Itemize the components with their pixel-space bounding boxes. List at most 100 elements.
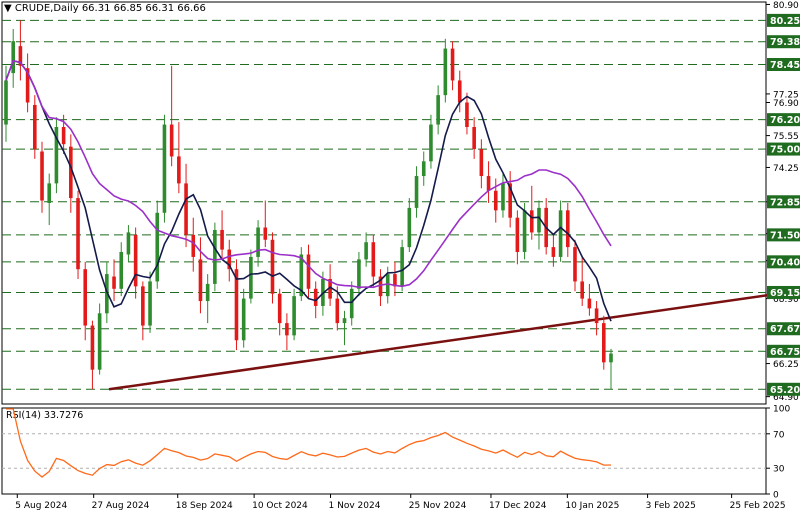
level-tag-label-0: 80.25 bbox=[770, 16, 800, 27]
candle-body bbox=[227, 249, 232, 270]
candle-body bbox=[421, 161, 426, 177]
candle-body bbox=[277, 293, 282, 324]
candle-24 bbox=[177, 122, 181, 194]
candle-body bbox=[213, 229, 217, 284]
x-tick-label-0: 5 Aug 2024 bbox=[15, 501, 67, 511]
candle-77 bbox=[558, 200, 563, 262]
candle-34 bbox=[249, 249, 253, 304]
candles-layer bbox=[4, 20, 613, 390]
candle-57 bbox=[414, 166, 419, 218]
candle-4 bbox=[33, 95, 37, 159]
candle-body bbox=[450, 48, 455, 81]
level-tag-label-11: 65.20 bbox=[770, 385, 800, 396]
candle-body bbox=[501, 183, 505, 211]
candle-body bbox=[407, 207, 412, 248]
candle-body bbox=[54, 127, 59, 184]
candle-28 bbox=[205, 274, 210, 324]
candle-48 bbox=[349, 281, 354, 326]
candle-47 bbox=[342, 310, 347, 346]
chart-frames bbox=[1, 1, 767, 495]
candle-body bbox=[126, 232, 131, 255]
level-tag-label-10: 66.75 bbox=[770, 347, 800, 358]
candle-body bbox=[119, 252, 124, 289]
level-tag-11 bbox=[767, 382, 800, 396]
level-tag-label-5: 72.85 bbox=[770, 197, 800, 208]
level-tag-label-8: 69.15 bbox=[770, 288, 800, 299]
candle-body bbox=[4, 80, 8, 125]
candle-body bbox=[472, 127, 476, 150]
candle-body bbox=[40, 151, 44, 201]
candle-body bbox=[220, 229, 224, 250]
candle-69 bbox=[501, 173, 505, 218]
candle-body bbox=[256, 227, 260, 257]
candle-46 bbox=[335, 286, 340, 331]
candle-body bbox=[76, 198, 80, 270]
candle-body bbox=[558, 210, 563, 257]
x-tick-label-9: 25 Feb 2025 bbox=[730, 501, 786, 511]
candle-50 bbox=[364, 232, 368, 267]
candle-body bbox=[299, 254, 304, 297]
candle-83 bbox=[601, 315, 606, 370]
level-tag-3 bbox=[767, 113, 800, 127]
candle-40 bbox=[292, 288, 296, 341]
candle-27 bbox=[198, 237, 203, 314]
candle-19 bbox=[141, 281, 145, 341]
candle-body bbox=[83, 269, 88, 326]
candle-12 bbox=[90, 320, 95, 390]
y-tick-label-4: 74.25 bbox=[773, 164, 799, 174]
level-tag-9 bbox=[767, 322, 800, 336]
candle-3 bbox=[25, 53, 30, 113]
level-tag-7 bbox=[767, 255, 800, 269]
candle-body bbox=[184, 183, 188, 235]
rsi-header: RSI(14) 33.7276 bbox=[6, 410, 84, 421]
candle-70 bbox=[508, 171, 512, 228]
candle-body bbox=[328, 278, 332, 299]
candle-17 bbox=[126, 225, 131, 262]
x-tick-label-1: 27 Aug 2024 bbox=[92, 501, 150, 511]
candle-body bbox=[61, 127, 66, 145]
candle-55 bbox=[400, 239, 404, 292]
candle-body bbox=[169, 124, 174, 157]
candle-64 bbox=[465, 92, 469, 135]
candle-body bbox=[105, 274, 109, 314]
candle-67 bbox=[486, 161, 491, 203]
candle-33 bbox=[241, 288, 246, 348]
candle-1 bbox=[11, 28, 16, 88]
candle-body bbox=[33, 104, 37, 150]
candle-10 bbox=[76, 190, 80, 279]
candle-body bbox=[486, 176, 491, 191]
level-tag-label-2: 78.45 bbox=[770, 60, 800, 71]
level-tag-0 bbox=[767, 13, 800, 27]
candle-body bbox=[393, 274, 397, 287]
ohlc-header: ▼ CRUDE,Daily 66.31 66.85 66.31 66.66 bbox=[4, 3, 206, 14]
candle-81 bbox=[587, 283, 592, 316]
level-tag-8 bbox=[767, 285, 800, 299]
candle-body bbox=[587, 298, 592, 309]
level-tag-1 bbox=[767, 35, 800, 49]
candle-body bbox=[162, 124, 167, 213]
candle-body bbox=[97, 313, 102, 370]
candle-body bbox=[263, 227, 268, 240]
candle-63 bbox=[457, 70, 462, 113]
candle-60 bbox=[436, 85, 440, 135]
candle-2 bbox=[18, 20, 23, 81]
candle-body bbox=[313, 288, 318, 306]
candle-body bbox=[508, 183, 512, 218]
candle-49 bbox=[357, 252, 361, 297]
candle-20 bbox=[148, 271, 152, 333]
trendline-layer bbox=[108, 291, 787, 391]
candle-body bbox=[133, 234, 138, 287]
candle-body bbox=[155, 212, 160, 282]
candle-body bbox=[429, 124, 433, 162]
candle-body bbox=[594, 308, 599, 324]
candle-42 bbox=[306, 244, 311, 299]
candle-body bbox=[493, 190, 498, 211]
candle-body bbox=[292, 296, 296, 336]
candle-6 bbox=[47, 173, 52, 226]
candle-body bbox=[241, 298, 246, 341]
candle-25 bbox=[184, 163, 188, 248]
symbol-label[interactable]: ▼ CRUDE,Daily bbox=[4, 3, 79, 14]
rsi-tick-label-2: 30 bbox=[773, 465, 785, 475]
candle-body bbox=[479, 149, 484, 177]
